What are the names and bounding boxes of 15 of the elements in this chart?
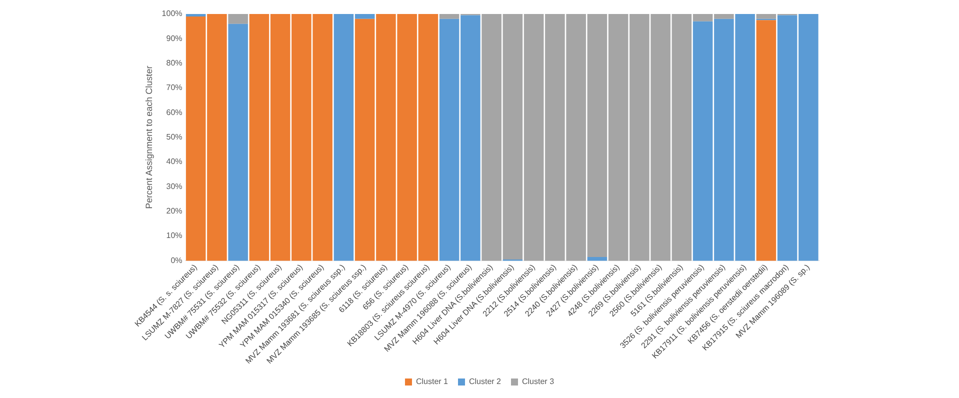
y-tick-label: 70%	[166, 83, 182, 92]
y-tick-label: 10%	[166, 231, 182, 240]
y-tick-label: 80%	[166, 58, 182, 68]
legend-label: Cluster 3	[522, 377, 555, 386]
legend-label: Cluster 2	[468, 377, 502, 386]
y-tick-label: 20%	[166, 206, 182, 216]
y-tick-label: 100%	[162, 9, 182, 18]
y-tick-label: 0%	[170, 256, 182, 265]
y-tick-label: 90%	[166, 34, 182, 43]
y-tick-label: 60%	[166, 108, 182, 117]
y-tick-label: 50%	[166, 132, 182, 142]
y-tick-label: 40%	[166, 157, 182, 166]
legend-label: Cluster 1	[416, 377, 449, 386]
y-tick-label: 30%	[166, 182, 182, 191]
y-axis-title: Percent Assignment to each Cluster	[144, 66, 154, 209]
